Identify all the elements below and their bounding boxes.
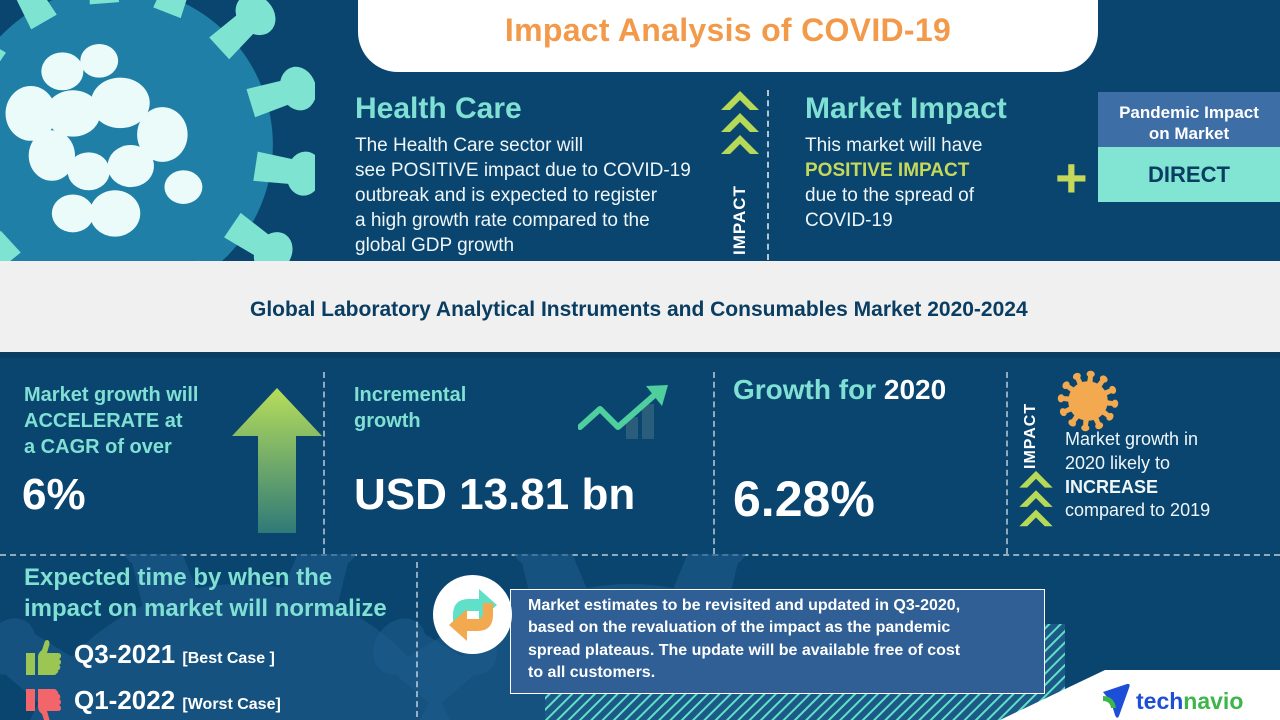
svg-text:technavio: technavio <box>1136 688 1243 714</box>
